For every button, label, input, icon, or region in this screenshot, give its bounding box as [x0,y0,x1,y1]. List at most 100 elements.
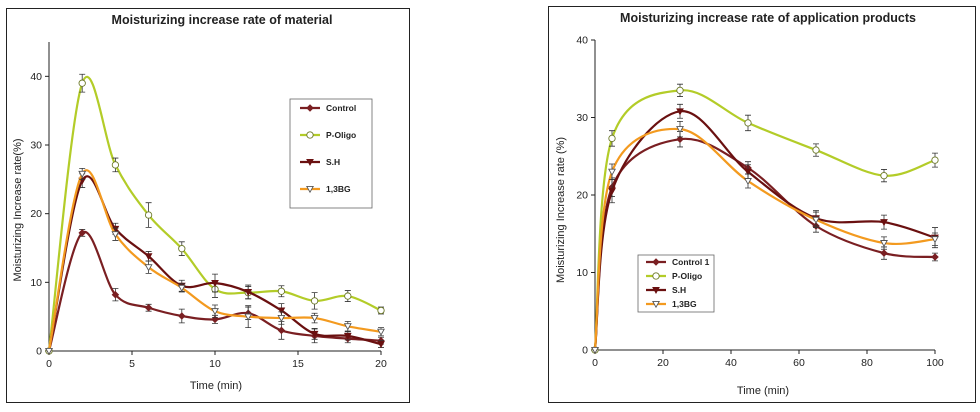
data-point [931,156,939,164]
y-tick-label: 40 [576,35,588,47]
series-line [47,175,382,352]
x-tick-label: 60 [793,357,805,369]
data-point [676,126,684,134]
data-point [880,249,888,257]
data-point [277,287,286,295]
data-point [277,326,286,335]
data-point [744,119,752,127]
chart-title: Moisturizing increase rate of applicatio… [620,11,916,25]
legend-marker [652,272,660,280]
data-point [211,308,219,316]
x-axis-label: Time (min) [190,380,242,392]
legend-item-s-h: S.H [300,157,340,167]
data-point [608,168,616,176]
legend-item-p-oligo: P-Oligo [300,130,356,140]
data-point [676,86,684,95]
legend-marker [306,185,314,194]
data-point [178,245,186,253]
data-point [931,236,939,244]
x-tick-label: 0 [592,357,598,369]
legend-item-1-3bg: 1,3BG [300,184,351,194]
series-line [593,110,936,351]
data-point [111,290,120,299]
legend-item-p-oligo: P-Oligo [646,271,702,281]
chart-panel-material: Moisturizing increase rate of material T… [0,0,470,412]
x-axis-label: Time (min) [737,385,789,397]
data-point [111,231,120,239]
x-tick-label: 80 [861,357,873,369]
y-tick-label: 30 [576,112,588,124]
x-tick-label: 0 [46,358,52,370]
data-point [277,315,286,323]
x-tick-label: 100 [926,357,944,369]
data-point [45,347,53,356]
data-point [310,315,319,323]
legend-label: S.H [326,157,340,167]
legend-label: P-Oligo [672,271,702,281]
data-point [344,292,352,300]
legend-label: Control [326,103,356,113]
legend-marker [306,104,314,112]
x-tick-label: 20 [657,357,669,369]
legend-box [637,254,715,313]
series-layer [45,73,385,356]
x-tick-label: 40 [725,357,737,369]
legend-label: Control 1 [672,257,710,267]
data-point [591,346,599,355]
legend-marker [306,159,314,167]
data-point [880,219,888,227]
data-point [144,211,153,219]
series-line [593,89,936,351]
x-tick-label: 5 [129,358,135,370]
data-point [144,253,153,261]
data-point [608,134,616,143]
data-point [744,178,752,186]
legend: Control 1 P-Oligo S.H 1,3BG [646,257,710,309]
data-point [676,108,684,116]
legend-item-1-3bg: 1,3BG [646,299,697,309]
chart-panel-products: Moisturizing increase rate of applicatio… [528,0,980,412]
data-point [310,297,319,305]
y-tick-label: 20 [30,208,42,220]
legend-item-control-1: Control 1 [646,257,710,267]
data-point [244,288,253,296]
data-point [177,284,186,292]
series-1-3bg [591,120,939,355]
axes: 0 20 40 60 80 100 0 10 20 30 40 [576,35,944,370]
series-s-h [591,103,939,355]
legend-marker [652,300,660,309]
data-point [178,312,186,320]
data-point [812,146,820,154]
x-tick-label: 10 [209,358,221,370]
data-point [676,135,684,143]
y-tick-label: 30 [30,140,42,152]
y-axis-label: Moisturizing Increase rate(%) [12,138,24,281]
legend-item-s-h: S.H [646,285,686,295]
data-point [880,171,888,180]
y-axis-label: Moisturizing Increase rate (%) [555,137,567,283]
y-tick-label: 0 [582,345,588,357]
y-tick-label: 10 [30,277,42,289]
data-point [608,188,616,196]
chart-material-svg: Moisturizing increase rate of material T… [12,13,387,392]
legend-label: P-Oligo [326,130,356,140]
data-point [812,216,820,224]
data-point [931,253,939,261]
data-point [310,330,319,338]
data-point [78,79,86,87]
data-point [880,240,888,248]
data-point [277,307,286,315]
x-tick-label: 15 [292,358,304,370]
legend-marker [652,287,660,295]
legend-marker [306,131,314,139]
series-line [47,169,382,352]
series-layer [591,83,939,355]
legend-item-control: Control [300,103,356,113]
data-point [343,332,352,340]
data-point [244,313,253,321]
series-1-3bg [45,167,385,356]
data-point [111,161,120,169]
data-point [377,328,385,336]
y-tick-label: 20 [576,190,588,202]
data-point [377,306,385,315]
